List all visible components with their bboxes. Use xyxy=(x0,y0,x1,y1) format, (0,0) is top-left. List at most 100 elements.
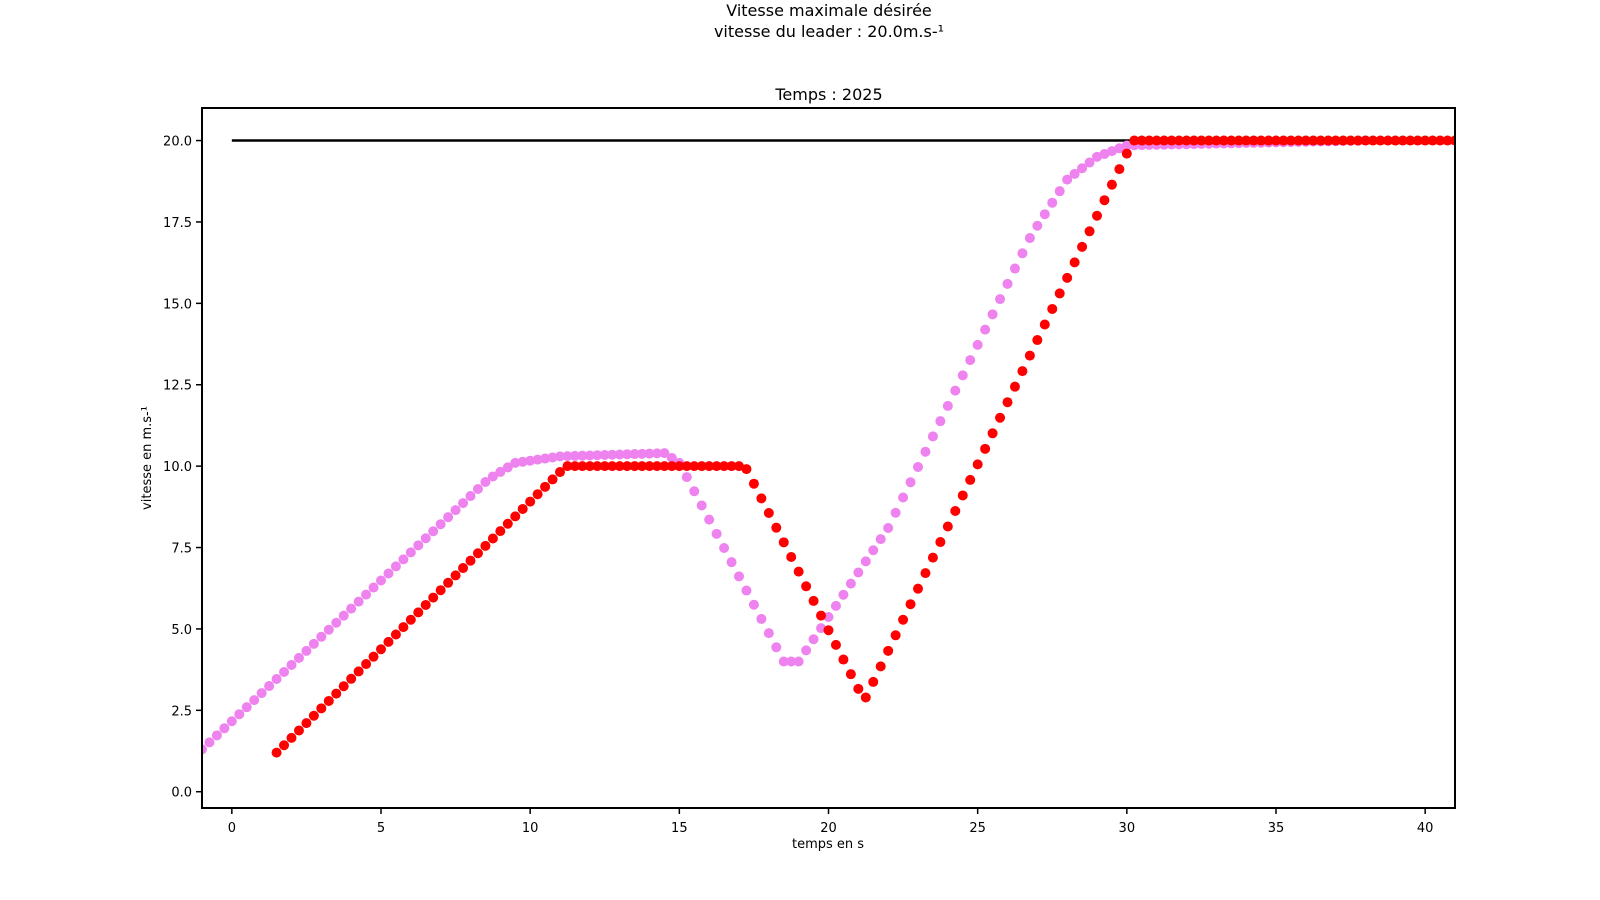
y-tick-label: 0.0 xyxy=(171,786,192,801)
data-point xyxy=(241,702,252,713)
data-point xyxy=(517,456,528,467)
data-point xyxy=(1062,174,1073,185)
data-point xyxy=(1174,135,1185,146)
data-point xyxy=(778,656,789,667)
y-tick-label: 17.5 xyxy=(163,216,192,231)
x-tick-label: 0 xyxy=(228,821,236,836)
data-point xyxy=(651,448,662,459)
data-point xyxy=(428,592,439,603)
data-point xyxy=(972,339,983,350)
data-point xyxy=(808,595,819,606)
x-tick-label: 40 xyxy=(1417,821,1434,836)
data-point xyxy=(599,461,610,472)
data-point xyxy=(629,449,640,460)
y-tick-label: 10.0 xyxy=(163,460,192,475)
data-point xyxy=(1099,195,1110,206)
data-point xyxy=(1166,135,1177,146)
data-point xyxy=(995,412,1006,423)
data-point xyxy=(398,554,409,565)
data-point xyxy=(1062,272,1073,283)
data-point xyxy=(450,570,461,581)
data-point xyxy=(823,625,834,636)
data-point xyxy=(808,634,819,645)
figure-title-line-2: vitesse du leader : 20.0m.s-¹ xyxy=(714,22,944,41)
data-point xyxy=(972,459,983,470)
data-point xyxy=(980,443,991,454)
data-point xyxy=(592,461,603,472)
data-point xyxy=(532,489,543,500)
data-point xyxy=(719,461,730,472)
data-point xyxy=(1002,397,1013,408)
data-point xyxy=(562,461,573,472)
data-point xyxy=(980,324,991,335)
data-point xyxy=(353,596,364,607)
data-point xyxy=(614,461,625,472)
data-point xyxy=(547,452,558,463)
data-point xyxy=(786,656,797,667)
x-axis-label: temps en s xyxy=(792,837,864,852)
data-point xyxy=(823,611,834,622)
data-point xyxy=(763,628,774,639)
data-point xyxy=(487,471,498,482)
data-point xyxy=(965,355,976,366)
data-point xyxy=(674,461,685,472)
data-point xyxy=(756,613,767,624)
data-point xyxy=(1293,135,1304,146)
data-point xyxy=(293,725,304,736)
data-point xyxy=(390,629,401,640)
data-point xyxy=(890,507,901,518)
data-point xyxy=(487,533,498,544)
x-tick-label: 5 xyxy=(377,821,385,836)
data-point xyxy=(308,710,319,721)
data-point xyxy=(301,718,312,729)
data-point xyxy=(353,666,364,677)
data-point xyxy=(689,486,700,497)
data-point xyxy=(681,461,692,472)
data-point xyxy=(562,451,573,462)
data-point xyxy=(719,543,730,553)
data-point xyxy=(346,603,357,614)
data-point xyxy=(838,589,849,600)
x-tick-label: 10 xyxy=(522,821,539,836)
data-point xyxy=(1338,135,1349,146)
series-2 xyxy=(271,135,1455,758)
data-point xyxy=(458,498,469,509)
data-point xyxy=(741,585,752,596)
data-point xyxy=(577,461,588,472)
data-point xyxy=(465,491,476,502)
data-point xyxy=(1054,288,1065,299)
data-point xyxy=(734,571,744,582)
data-point xyxy=(659,448,670,459)
data-point xyxy=(1084,157,1095,168)
data-point xyxy=(279,740,290,751)
data-point xyxy=(942,521,953,532)
data-point xyxy=(435,585,446,596)
data-point xyxy=(286,659,297,670)
data-point xyxy=(644,461,655,472)
data-point xyxy=(898,614,909,625)
data-point xyxy=(383,636,394,647)
data-point xyxy=(622,449,633,460)
data-point xyxy=(271,674,282,685)
data-point xyxy=(1278,135,1289,146)
data-point xyxy=(361,589,372,600)
data-point xyxy=(202,744,207,755)
data-point xyxy=(1121,140,1132,151)
data-point xyxy=(532,454,543,465)
data-point xyxy=(398,622,409,633)
data-point xyxy=(584,450,595,461)
data-point xyxy=(323,695,334,706)
data-point xyxy=(868,676,879,687)
data-point xyxy=(234,709,245,720)
data-point xyxy=(1136,135,1147,146)
data-point xyxy=(1263,135,1274,146)
data-point xyxy=(741,464,752,475)
data-point xyxy=(502,462,513,473)
data-point xyxy=(361,659,372,670)
data-point xyxy=(458,563,469,574)
data-point xyxy=(950,505,961,516)
data-point xyxy=(883,645,894,656)
data-point xyxy=(525,455,536,466)
data-point xyxy=(1330,135,1341,146)
data-point xyxy=(1114,164,1125,175)
